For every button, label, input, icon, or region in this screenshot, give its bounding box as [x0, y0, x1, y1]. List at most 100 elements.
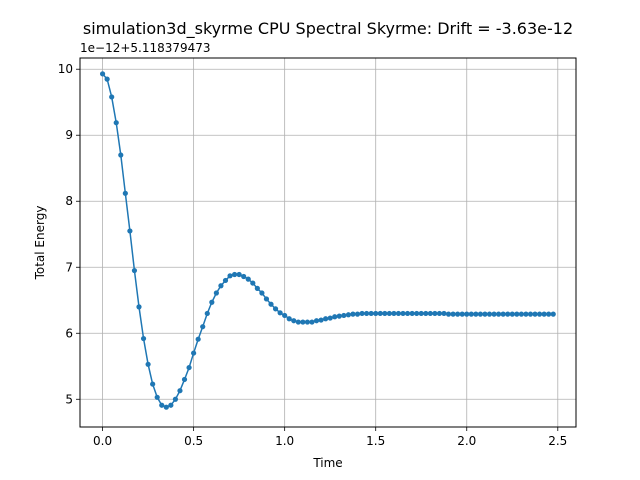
data-point [263, 296, 270, 302]
data-point [391, 310, 397, 317]
data-point [104, 76, 110, 82]
y-tick-label: 7 [65, 260, 73, 274]
data-point [523, 311, 529, 317]
data-point [154, 394, 160, 400]
data-point [150, 381, 156, 387]
data-point [477, 311, 484, 317]
data-point [404, 310, 411, 317]
y-tick-label: 9 [65, 128, 73, 142]
x-tick-label: 0.5 [184, 434, 203, 448]
x-tick-label: 2.5 [548, 434, 567, 448]
data-point [409, 310, 415, 317]
y-tick-label: 6 [65, 326, 73, 340]
data-point [163, 404, 169, 410]
data-point [254, 285, 260, 291]
data-point [186, 364, 192, 371]
data-point [491, 311, 497, 317]
y-tick-label: 8 [65, 194, 73, 208]
data-point [482, 311, 488, 317]
data-point [145, 361, 151, 367]
data-point [359, 310, 365, 317]
data-point [459, 311, 465, 317]
data-point [122, 190, 128, 196]
data-point [109, 94, 115, 100]
data-point [218, 283, 224, 289]
data-point [386, 310, 392, 317]
data-point [414, 310, 420, 317]
data-point [181, 376, 188, 383]
data-point [195, 336, 201, 342]
data-point [400, 310, 406, 317]
data-point [368, 310, 374, 317]
data-point [227, 273, 233, 279]
x-tick-label: 2.0 [457, 434, 476, 448]
data-point [177, 388, 183, 394]
data-point [168, 402, 174, 408]
data-point [291, 318, 297, 324]
data-point [231, 271, 238, 278]
data-point [99, 71, 106, 77]
data-point [172, 396, 179, 402]
data-point [113, 120, 119, 126]
data-point [468, 311, 474, 317]
data-point [131, 267, 138, 274]
data-point [536, 311, 543, 317]
data-point [250, 280, 256, 286]
data-layer [99, 71, 556, 410]
data-point [373, 310, 379, 317]
data-point [304, 319, 311, 325]
data-point [313, 318, 320, 324]
data-point [318, 317, 324, 323]
y-tick-label: 10 [58, 62, 73, 76]
data-point [473, 311, 479, 317]
data-point [159, 402, 165, 408]
data-point [200, 324, 206, 330]
data-point [140, 335, 147, 342]
data-point [432, 310, 438, 317]
y-axis-offset-label: 1e−12+5.118379473 [80, 41, 211, 55]
data-point [286, 316, 292, 322]
tick-layer: 0.0 0.5 1.0 1.5 2.0 2.5 5 6 7 8 9 10 [58, 62, 568, 448]
data-point [336, 313, 342, 319]
data-point [486, 311, 493, 317]
data-point [277, 310, 283, 316]
data-point [364, 310, 370, 317]
data-point [550, 311, 556, 317]
data-point [282, 312, 288, 319]
data-point [382, 310, 388, 317]
data-point [118, 152, 124, 158]
data-point [546, 311, 552, 317]
data-point [464, 311, 470, 317]
data-point [354, 311, 361, 317]
data-point [423, 310, 429, 317]
data-point [127, 228, 133, 234]
x-tick-label: 1.5 [366, 434, 385, 448]
data-point [332, 314, 338, 320]
data-point [505, 311, 511, 317]
data-point [541, 311, 547, 317]
data-point [323, 316, 329, 322]
data-point [527, 311, 534, 317]
data-point [213, 290, 219, 296]
data-point [191, 350, 197, 356]
data-point [259, 290, 265, 296]
data-point [509, 311, 515, 317]
data-point [455, 311, 461, 317]
data-point [350, 311, 356, 317]
grid-layer [80, 58, 576, 427]
x-axis-label: Time [312, 456, 342, 470]
data-point [450, 311, 456, 317]
data-point [272, 306, 279, 312]
data-point [377, 310, 383, 317]
data-point [245, 276, 251, 282]
data-point [236, 271, 242, 278]
data-point [241, 273, 247, 280]
data-point [222, 277, 229, 284]
data-point [295, 319, 301, 325]
data-point [300, 319, 306, 325]
y-tick-label: 5 [65, 392, 73, 406]
data-point [345, 312, 351, 318]
data-point [445, 311, 452, 317]
x-tick-label: 0.0 [93, 434, 112, 448]
